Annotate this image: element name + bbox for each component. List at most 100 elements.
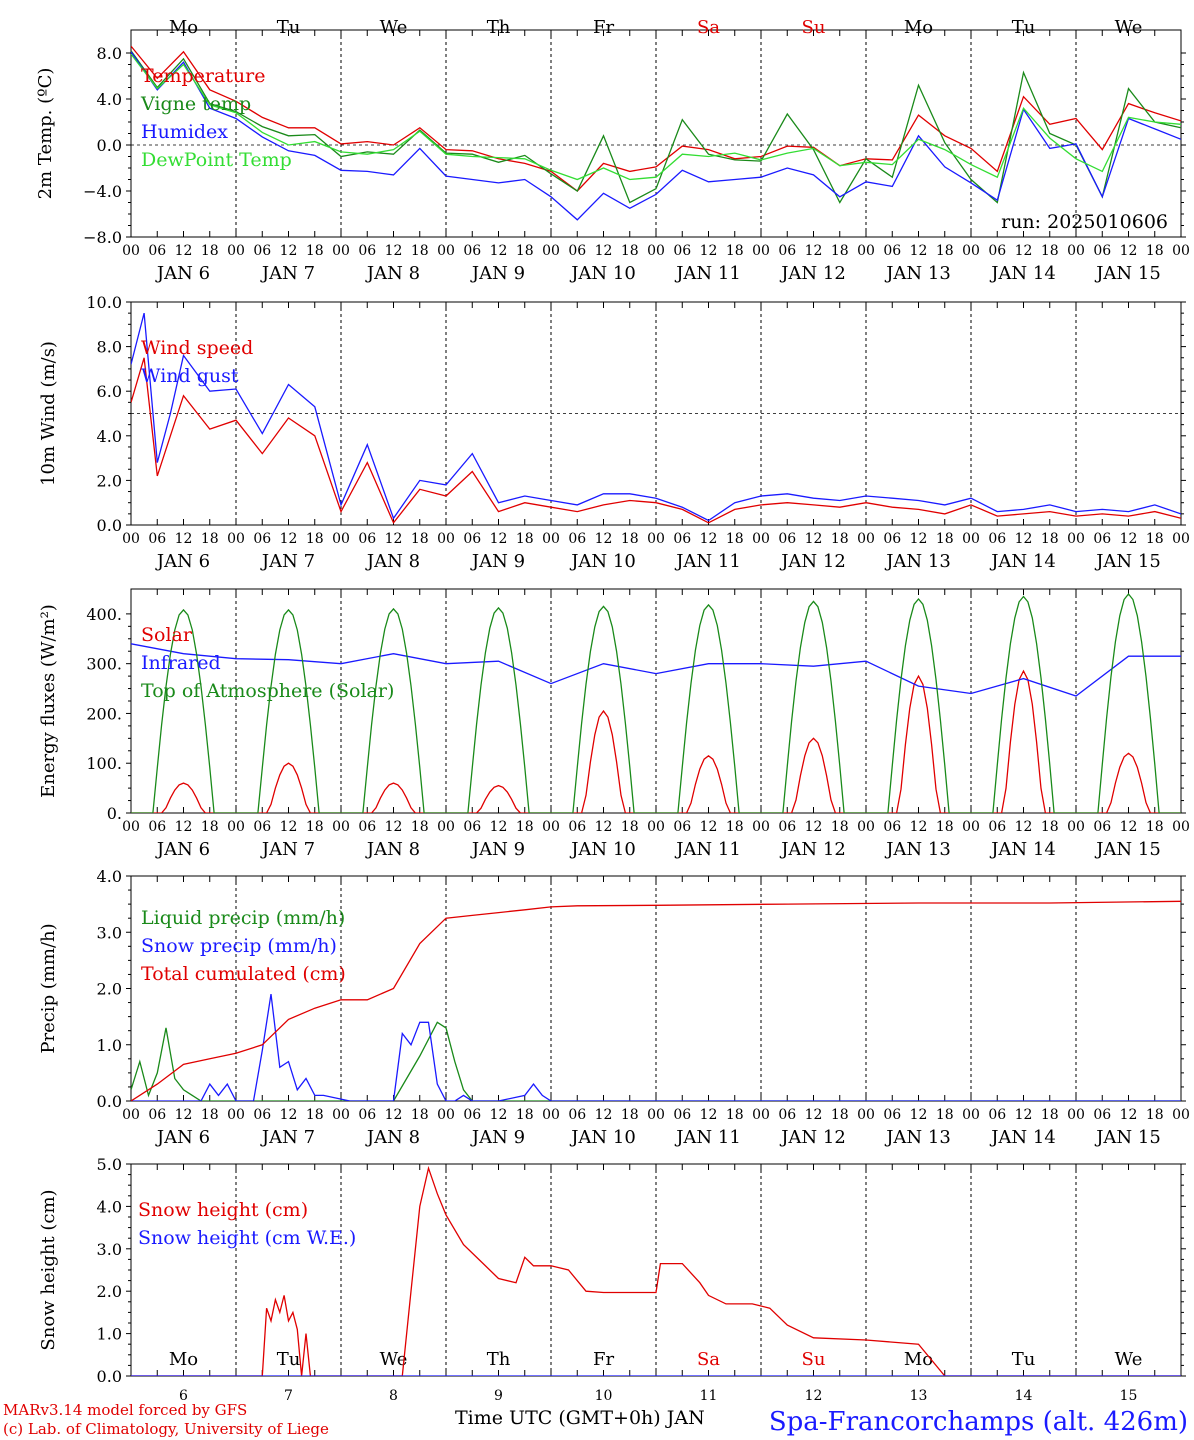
x-date-label: JAN 14: [989, 263, 1056, 284]
x-hour-label: 00: [752, 531, 770, 547]
x-day-number: 11: [700, 1388, 718, 1404]
x-hour-label: 00: [857, 243, 875, 259]
legend-entry: Infrared: [141, 652, 221, 674]
x-hour-label: 18: [621, 243, 639, 259]
x-hour-label: 06: [568, 1107, 586, 1123]
weekday-label: Mo: [904, 1349, 933, 1370]
x-hour-label: 12: [385, 243, 403, 259]
series-line-2: [131, 50, 1181, 204]
weekday-label: Sa: [697, 17, 720, 38]
x-hour-label: 06: [568, 819, 586, 835]
y-axis-label: Snow height (cm): [38, 1189, 59, 1350]
x-hour-label: 00: [542, 819, 560, 835]
weekday-label: Mo: [904, 17, 933, 38]
y-tick-label: 3.0: [97, 1240, 122, 1259]
x-hour-label: 06: [253, 243, 271, 259]
x-hour-label: 12: [910, 1107, 928, 1123]
y-tick-label: 4.0: [97, 867, 122, 886]
x-day-number: 10: [595, 1388, 613, 1404]
weekday-label: We: [1115, 1349, 1143, 1370]
x-hour-label: 18: [621, 531, 639, 547]
x-date-label: JAN 7: [260, 839, 315, 860]
x-hour-label: 00: [962, 819, 980, 835]
x-date-label: JAN 8: [365, 263, 420, 284]
x-hour-label: 06: [673, 243, 691, 259]
x-axis-label: Time UTC (GMT+0h) JAN: [455, 1407, 705, 1429]
x-hour-label: 18: [726, 243, 744, 259]
x-hour-label: 00: [962, 1107, 980, 1123]
x-hour-label: 12: [595, 243, 613, 259]
x-hour-label: 12: [385, 531, 403, 547]
x-hour-label: 00: [1172, 819, 1190, 835]
x-hour-label: 18: [936, 1107, 954, 1123]
y-axis-label: Precip (mm/h): [38, 923, 59, 1053]
x-hour-label: 12: [280, 819, 298, 835]
x-hour-label: 18: [831, 243, 849, 259]
x-date-label: JAN 15: [1094, 551, 1161, 572]
x-hour-label: 18: [1146, 531, 1164, 547]
x-hour-label: 00: [332, 1107, 350, 1123]
x-hour-label: 06: [148, 531, 166, 547]
x-date-label: JAN 8: [365, 1127, 420, 1148]
x-hour-label: 00: [1067, 819, 1085, 835]
x-date-label: JAN 7: [260, 1127, 315, 1148]
y-tick-label: 5.0: [97, 1155, 122, 1174]
x-hour-label: 00: [227, 531, 245, 547]
x-hour-label: 06: [673, 531, 691, 547]
x-hour-label: 06: [148, 243, 166, 259]
x-hour-label: 18: [1041, 1107, 1059, 1123]
x-hour-label: 12: [385, 1107, 403, 1123]
x-hour-label: 18: [831, 1107, 849, 1123]
weekday-label: We: [1115, 17, 1143, 38]
x-hour-label: 06: [988, 1107, 1006, 1123]
legend-entry: Solar: [141, 624, 193, 646]
x-hour-label: 00: [437, 531, 455, 547]
y-tick-label: 100.: [86, 754, 122, 773]
x-hour-label: 12: [595, 1107, 613, 1123]
x-hour-label: 18: [306, 1107, 324, 1123]
chart-panels: −8.0 −4.0 0.0 4.0 8.0 2m Temp. (ºC) 00 06 12 18 00…: [35, 17, 1190, 1404]
x-date-label: JAN 12: [779, 263, 846, 284]
panel-1: −8.0 −4.0 0.0 4.0 8.0 2m Temp. (ºC) 00 06 12 18 00…: [35, 17, 1190, 284]
series-group: [131, 1165, 1181, 1376]
x-hour-label: 12: [700, 531, 718, 547]
x-date-label: JAN 7: [260, 263, 315, 284]
x-hour-label: 06: [778, 243, 796, 259]
x-hour-label: 18: [306, 531, 324, 547]
x-date-label: JAN 11: [674, 1127, 741, 1148]
lab-credit: (c) Lab. of Climatology, University of L…: [3, 1420, 329, 1438]
y-tick-label: 3.0: [97, 923, 122, 942]
x-date-label: JAN 13: [884, 551, 951, 572]
x-hour-label: 18: [201, 819, 219, 835]
x-hour-label: 06: [1093, 819, 1111, 835]
x-hour-label: 12: [700, 243, 718, 259]
y-tick-label: 2.0: [97, 1282, 122, 1301]
x-hour-label: 12: [175, 243, 193, 259]
x-hour-label: 12: [910, 243, 928, 259]
x-hour-label: 18: [411, 1107, 429, 1123]
x-date-label: JAN 13: [884, 263, 951, 284]
series-line-1: [131, 669, 1181, 813]
x-hour-label: 18: [936, 531, 954, 547]
y-tick-label: 4.0: [97, 90, 122, 109]
x-hour-label: 00: [647, 1107, 665, 1123]
x-hour-label: 18: [201, 243, 219, 259]
x-date-label: JAN 11: [674, 839, 741, 860]
x-day-number: 9: [494, 1388, 503, 1404]
x-hour-label: 12: [385, 819, 403, 835]
x-hour-label: 06: [1093, 243, 1111, 259]
y-axis-label: Energy fluxes (W/m²): [38, 604, 59, 798]
x-date-label: JAN 14: [989, 839, 1056, 860]
x-hour-label: 18: [726, 819, 744, 835]
y-tick-label: 0.0: [97, 1092, 122, 1111]
x-hour-label: 00: [1172, 243, 1190, 259]
x-hour-label: 12: [910, 531, 928, 547]
x-hour-label: 00: [227, 1107, 245, 1123]
x-hour-label: 12: [1015, 243, 1033, 259]
x-day-number: 13: [910, 1388, 928, 1404]
x-hour-label: 06: [883, 819, 901, 835]
x-date-label: JAN 8: [365, 839, 420, 860]
x-hour-label: 12: [490, 243, 508, 259]
x-hour-label: 06: [988, 531, 1006, 547]
x-date-label: JAN 7: [260, 551, 315, 572]
